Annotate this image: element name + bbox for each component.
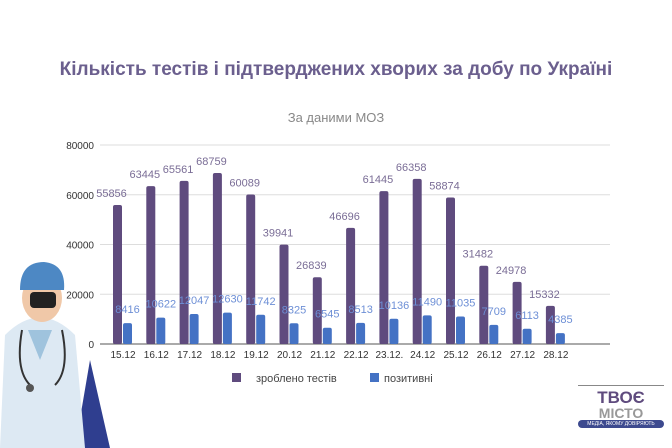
bar-tests xyxy=(479,265,489,344)
y-tick-label: 0 xyxy=(88,340,94,351)
bar-positive xyxy=(555,333,565,344)
y-tick-label: 80000 xyxy=(66,141,94,152)
bar-positive xyxy=(322,327,332,344)
data-label-positive: 12630 xyxy=(212,294,243,306)
bar-positive xyxy=(456,316,465,344)
data-label-positive: 10622 xyxy=(146,299,177,311)
x-tick-label: 18.12 xyxy=(210,350,235,361)
bar-positive xyxy=(222,312,232,344)
x-tick-label: 21.12 xyxy=(310,350,335,361)
data-label-positive: 10136 xyxy=(379,300,410,312)
data-label-tests: 65561 xyxy=(163,164,194,176)
bar-tests xyxy=(179,180,189,344)
data-label-positive: 7709 xyxy=(482,306,506,318)
data-label-tests: 58874 xyxy=(429,181,460,193)
x-tick-label: 27.12 xyxy=(510,350,535,361)
data-label-positive: 8325 xyxy=(282,304,306,316)
bar-positive xyxy=(256,314,266,344)
bar-positive xyxy=(289,323,299,344)
chart-subtitle: За даними МОЗ xyxy=(287,110,385,125)
x-tick-label: 16.12 xyxy=(144,350,169,361)
data-label-tests: 26839 xyxy=(296,260,327,272)
x-tick-label: 26.12 xyxy=(477,350,502,361)
bar-positive xyxy=(156,317,166,344)
x-tick-label: 19.12 xyxy=(244,350,269,361)
data-label-positive: 8513 xyxy=(348,304,372,316)
bar-tests xyxy=(279,244,289,344)
bar-positive xyxy=(389,318,399,344)
bar-positive xyxy=(356,322,366,344)
bar-tests xyxy=(246,194,256,344)
doctor-illustration xyxy=(0,262,110,448)
legend-label-positive: позитивні xyxy=(384,373,433,385)
bar-tests xyxy=(346,227,356,344)
bar-tests xyxy=(412,178,422,344)
data-label-positive: 8416 xyxy=(115,304,139,316)
data-label-positive: 4385 xyxy=(548,314,572,326)
data-label-positive: 11035 xyxy=(446,298,476,310)
x-tick-label: 17.12 xyxy=(177,350,202,361)
x-tick-label: 24.12 xyxy=(410,350,435,361)
bar-tests xyxy=(312,277,322,344)
data-label-tests: 15332 xyxy=(529,289,560,301)
data-label-positive: 11490 xyxy=(412,296,442,308)
legend-swatch-positive xyxy=(370,373,379,382)
bar-tests xyxy=(446,197,455,344)
x-tick-label: 15.12 xyxy=(110,350,135,361)
data-label-positive: 11742 xyxy=(246,296,276,308)
x-tick-label: 28.12 xyxy=(543,350,568,361)
x-tick-label: 20.12 xyxy=(277,350,302,361)
data-label-tests: 63445 xyxy=(130,169,161,181)
bar-positive xyxy=(522,328,532,344)
bar-positive xyxy=(123,323,132,344)
legend: зроблено тестів позитивні xyxy=(232,373,433,385)
y-tick-label: 40000 xyxy=(66,241,94,252)
bar-tests xyxy=(212,172,222,344)
data-label-positive: 12047 xyxy=(179,295,210,307)
data-label-positive: 6545 xyxy=(315,309,339,321)
tvoye-misto-logo: ТВОЄ МІСТО МЕДІА, ЯКОМУ ДОВІРЯЮТЬ xyxy=(578,385,664,428)
bar-positive xyxy=(489,324,499,344)
y-tick-label: 20000 xyxy=(66,290,94,301)
data-label-tests: 60089 xyxy=(229,178,260,190)
data-label-tests: 55856 xyxy=(96,188,127,200)
bar-tests xyxy=(512,281,522,344)
data-label-tests: 68759 xyxy=(196,156,227,168)
data-label-tests: 66358 xyxy=(396,162,427,174)
x-tick-label: 23.12. xyxy=(375,350,403,361)
bar-tests xyxy=(379,191,389,344)
bar-tests xyxy=(545,305,555,344)
x-tick-label: 25.12 xyxy=(443,350,468,361)
data-label-tests: 24978 xyxy=(496,265,527,277)
data-label-tests: 39941 xyxy=(263,228,294,240)
chart-title: Кількість тестів і підтверджених хворих … xyxy=(59,59,613,80)
legend-label-tests: зроблено тестів xyxy=(256,373,337,385)
legend-swatch-tests xyxy=(232,373,241,382)
data-label-positive: 6113 xyxy=(515,310,539,322)
data-label-tests: 31482 xyxy=(463,249,494,261)
bar-tests xyxy=(146,186,156,344)
bar-positive xyxy=(189,314,199,344)
bar-positive xyxy=(422,315,432,344)
data-label-tests: 46696 xyxy=(329,211,360,223)
x-tick-label: 22.12 xyxy=(344,350,369,361)
bar-tests xyxy=(113,205,122,344)
data-label-tests: 61445 xyxy=(363,174,394,186)
y-tick-label: 60000 xyxy=(66,191,94,202)
